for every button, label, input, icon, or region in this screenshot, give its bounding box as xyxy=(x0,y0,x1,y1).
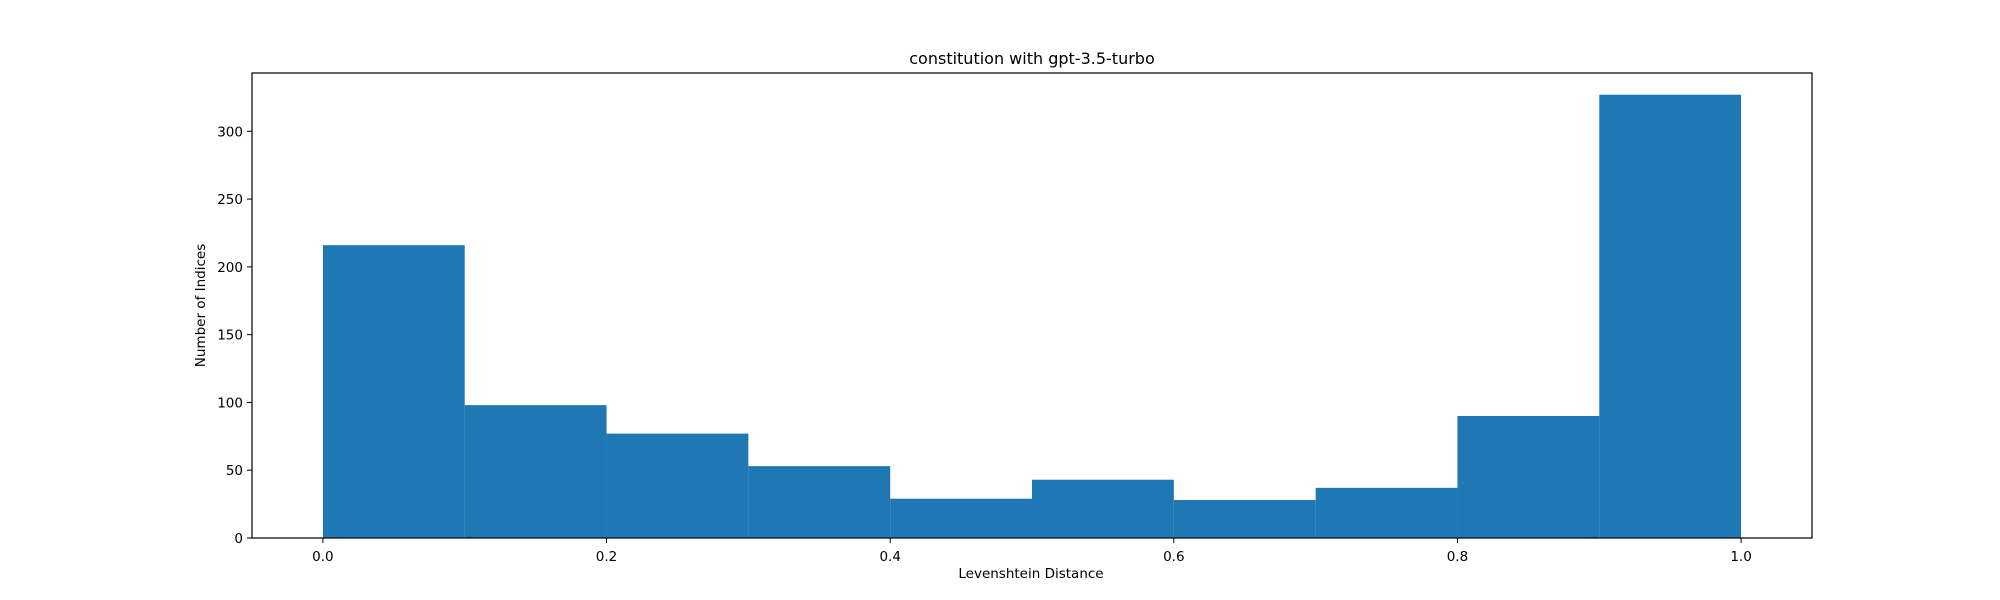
histogram-bar-7 xyxy=(1315,487,1458,538)
y-tick-label: 200 xyxy=(217,260,243,276)
histogram-bar-5 xyxy=(1032,479,1174,538)
y-tick-label: 300 xyxy=(217,124,243,140)
plot-area-frame xyxy=(251,72,1813,539)
histogram-bar-6 xyxy=(1173,500,1316,538)
histogram-bar-3 xyxy=(748,466,891,538)
x-tick-label: 0.2 xyxy=(596,549,617,565)
x-tick-label: 0.8 xyxy=(1447,549,1468,565)
x-tick-label: 0.6 xyxy=(1163,549,1184,565)
x-tick-label: 1.0 xyxy=(1730,549,1751,565)
y-axis-label: Number of Indices xyxy=(193,244,209,367)
y-tick-label: 50 xyxy=(226,463,243,479)
y-tick-label: 100 xyxy=(217,395,243,411)
chart-title: constitution with gpt-3.5-turbo xyxy=(909,49,1154,68)
y-tick-label: 0 xyxy=(234,531,243,547)
y-axis-ticks: 0 50 100 150 200 250 300 xyxy=(217,124,252,547)
y-tick-label: 150 xyxy=(217,328,243,344)
histogram-bar-8 xyxy=(1457,415,1600,538)
histogram-bar-9 xyxy=(1599,94,1742,538)
histogram-bar-2 xyxy=(606,433,749,538)
x-tick-label: 0.0 xyxy=(312,549,333,565)
histogram-bar-1 xyxy=(464,405,607,538)
histogram-bar-4 xyxy=(890,498,1032,538)
y-tick-label: 250 xyxy=(217,192,243,208)
x-axis-label: Levenshtein Distance xyxy=(958,566,1103,582)
histogram-bar-0 xyxy=(322,245,465,539)
x-tick-label: 0.4 xyxy=(879,549,900,565)
x-axis-ticks: 0.0 0.2 0.4 0.6 0.8 1.0 xyxy=(312,538,1752,565)
bars-layer xyxy=(322,94,1742,539)
